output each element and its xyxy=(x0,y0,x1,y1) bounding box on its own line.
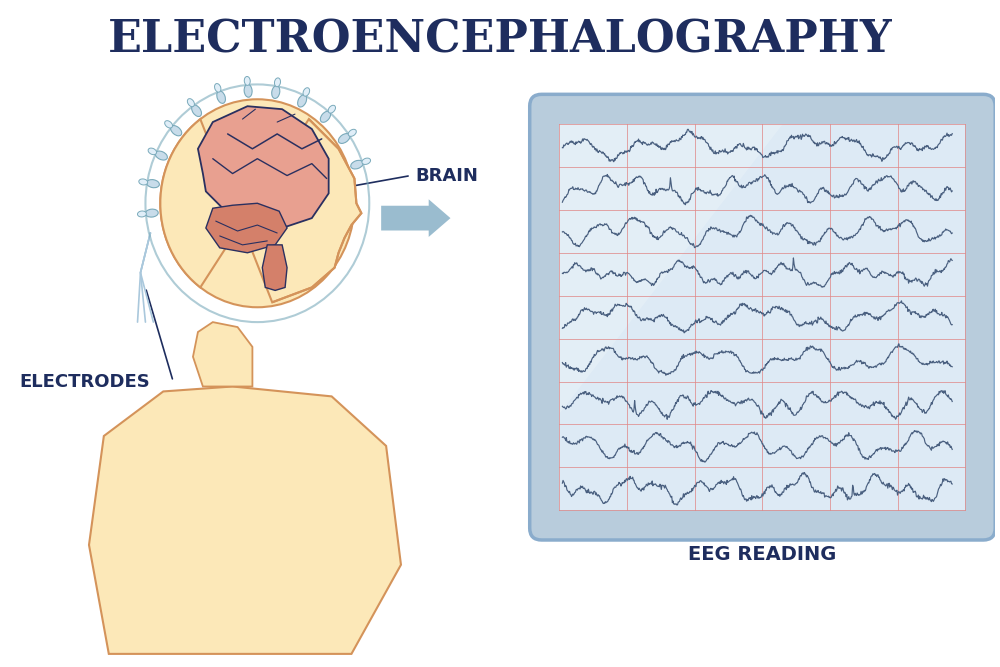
Text: ELECTRODES: ELECTRODES xyxy=(20,373,150,391)
Ellipse shape xyxy=(147,179,159,187)
Ellipse shape xyxy=(145,209,158,217)
Ellipse shape xyxy=(217,91,225,103)
Ellipse shape xyxy=(338,133,350,143)
Ellipse shape xyxy=(274,78,281,87)
Polygon shape xyxy=(559,124,783,414)
Ellipse shape xyxy=(171,125,182,136)
Ellipse shape xyxy=(165,121,173,128)
Ellipse shape xyxy=(244,77,250,85)
Text: ELECTROENCEPHALOGRAPHY: ELECTROENCEPHALOGRAPHY xyxy=(108,19,892,61)
Ellipse shape xyxy=(139,179,148,185)
Ellipse shape xyxy=(348,129,356,136)
Ellipse shape xyxy=(320,111,331,122)
Polygon shape xyxy=(193,322,252,386)
Text: EEG READING: EEG READING xyxy=(688,546,837,564)
FancyBboxPatch shape xyxy=(559,124,965,510)
Ellipse shape xyxy=(298,95,307,107)
Ellipse shape xyxy=(351,160,363,169)
Ellipse shape xyxy=(160,99,354,307)
Ellipse shape xyxy=(192,105,201,117)
Ellipse shape xyxy=(155,151,167,160)
Text: BRAIN: BRAIN xyxy=(416,167,479,185)
Polygon shape xyxy=(89,386,401,654)
Polygon shape xyxy=(198,106,329,228)
Polygon shape xyxy=(160,119,361,302)
Ellipse shape xyxy=(272,85,280,99)
Ellipse shape xyxy=(244,84,252,97)
Ellipse shape xyxy=(303,88,310,96)
Ellipse shape xyxy=(215,83,221,92)
Ellipse shape xyxy=(362,158,371,165)
FancyBboxPatch shape xyxy=(530,94,995,540)
Ellipse shape xyxy=(137,211,146,217)
Ellipse shape xyxy=(148,148,157,155)
FancyArrow shape xyxy=(381,199,450,237)
Polygon shape xyxy=(262,245,287,290)
Ellipse shape xyxy=(187,99,194,107)
Ellipse shape xyxy=(328,105,335,113)
Polygon shape xyxy=(206,203,287,253)
